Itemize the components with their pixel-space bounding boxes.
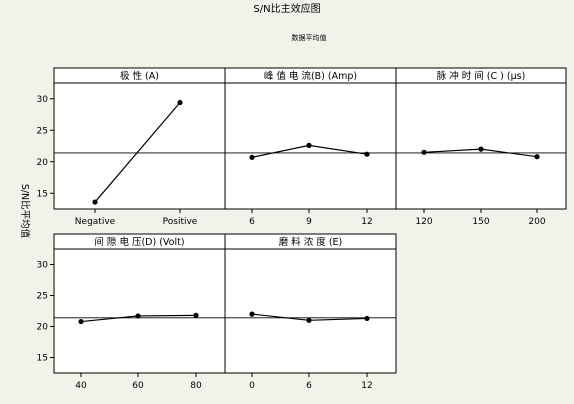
data-point — [193, 312, 199, 318]
data-point — [135, 313, 141, 319]
y-tick-label: 25 — [37, 292, 48, 302]
x-tick-label: 9 — [306, 217, 312, 227]
panel-title: 峰 值 电 流(B) (Amp) — [264, 70, 357, 82]
panel-frame — [224, 67, 397, 210]
data-point — [364, 315, 370, 322]
data-point — [78, 318, 84, 325]
chart-subtitle: 数据平均值 — [292, 33, 327, 42]
x-tick-label: 60 — [132, 381, 144, 391]
y-tick-label: 30 — [37, 261, 49, 271]
y-tick-label: 20 — [37, 158, 49, 168]
chart-title: S/N比主效应图 — [253, 2, 320, 15]
x-tick-label: 12 — [361, 217, 372, 227]
panel-frame — [395, 67, 567, 210]
data-point — [478, 146, 484, 152]
x-tick-label: 80 — [190, 381, 202, 391]
data-point — [306, 317, 312, 323]
panel-title: 间 隙 电 压(D) (Volt) — [94, 236, 184, 248]
panel-title: 磨 料 浓 度 (E) — [279, 236, 343, 248]
data-point — [364, 151, 370, 157]
y-tick-label: 15 — [37, 354, 48, 364]
x-tick-label: 200 — [528, 217, 545, 227]
x-tick-label: 0 — [249, 381, 255, 391]
data-point — [306, 142, 312, 148]
x-tick-label: Positive — [163, 217, 198, 227]
x-tick-label: 150 — [472, 217, 489, 227]
data-point — [249, 311, 255, 317]
data-point — [177, 99, 183, 106]
y-tick-label: 25 — [37, 126, 48, 136]
panel-title: 脉 冲 时 间 (C ) (µs) — [437, 70, 526, 82]
data-point — [249, 154, 255, 160]
series-line — [94, 102, 181, 203]
x-tick-label: 40 — [75, 381, 87, 391]
x-tick-label: 6 — [306, 381, 312, 391]
x-tick-label: Negative — [75, 217, 116, 227]
y-tick-label: 20 — [37, 323, 49, 333]
panel-frame — [53, 233, 226, 374]
x-tick-label: 12 — [361, 381, 372, 391]
data-point — [534, 154, 540, 160]
y-tick-label: 15 — [37, 189, 48, 199]
x-tick-label: 120 — [415, 217, 432, 227]
x-tick-label: 6 — [249, 217, 255, 227]
panel-frame — [224, 233, 397, 374]
y-axis-label: S/N比平均值 — [19, 184, 31, 239]
y-tick-label: 30 — [37, 95, 49, 105]
panel-frame — [53, 67, 226, 210]
panel-title: 极 性 (A) — [120, 70, 159, 82]
data-point — [421, 149, 427, 155]
data-point — [92, 199, 98, 205]
